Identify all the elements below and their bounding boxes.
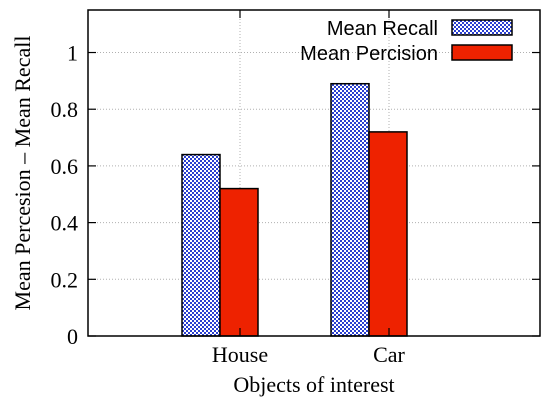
bar-precision [219, 187, 259, 337]
y-axis-label: Mean Percesion – Mean Recall [10, 36, 35, 311]
y-tick-label: 0.2 [51, 267, 79, 292]
x-ticks: House Car [212, 10, 406, 367]
y-tick-label: 1 [67, 41, 78, 66]
bars [181, 82, 408, 337]
legend-label: Mean Recall [327, 18, 438, 40]
legend-swatch [451, 19, 513, 36]
y-tick-label: 0 [67, 324, 78, 349]
legend-label: Mean Percision [300, 43, 438, 65]
y-tick-label: 0.6 [51, 154, 79, 179]
legend: Mean Recall Mean Percision [300, 18, 513, 65]
plot-frame [87, 9, 541, 337]
x-tick-label: Car [373, 342, 405, 367]
y-tick-label: 0.8 [51, 97, 79, 122]
y-tick-label: 0.4 [51, 211, 79, 236]
bar-recall [181, 153, 221, 337]
y-ticks: 0 0.2 0.4 0.6 0.8 1 [51, 41, 540, 349]
legend-swatch [451, 44, 513, 61]
x-tick-label: House [212, 342, 268, 367]
bar-precision [368, 131, 408, 337]
x-axis-label: Objects of interest [233, 372, 394, 397]
bar-recall [330, 82, 370, 337]
